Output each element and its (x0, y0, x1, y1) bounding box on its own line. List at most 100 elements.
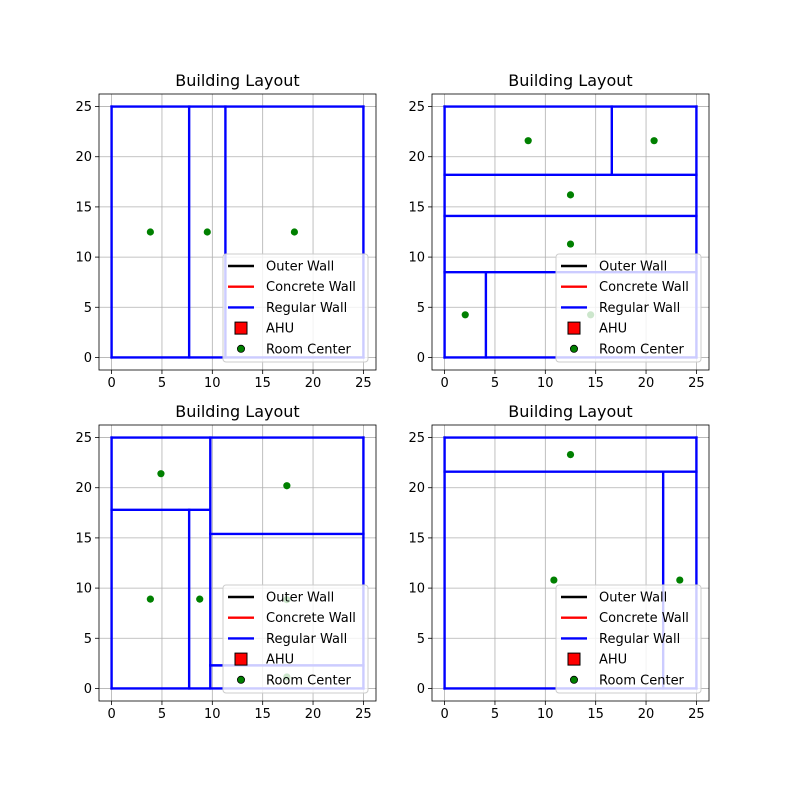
x-tick-label: 0 (107, 376, 115, 391)
axes-frame (98, 93, 377, 371)
legend-label: Room Center (599, 342, 685, 357)
y-tick-label: 10 (408, 582, 425, 597)
legend: Outer Wall Concrete Wall Regular Wall AHU Ro… (222, 584, 369, 694)
x-tick-label: 5 (158, 707, 166, 722)
legend-label: Outer Wall (266, 260, 334, 275)
y-tick-label: 5 (417, 632, 425, 647)
legend-handle-dot (236, 344, 245, 353)
room-center-point (146, 595, 154, 603)
y-tick-label: 10 (408, 251, 425, 266)
y-tick-label: 0 (84, 682, 92, 697)
y-tick-label: 20 (75, 481, 92, 496)
axes-frame (431, 424, 710, 702)
x-tick-label: 15 (587, 707, 604, 722)
subplot-2: 0 5 10 15 20 25 0 5 10 15 20 25 Building Layout Outer… (408, 71, 710, 391)
room-center-point (196, 595, 204, 603)
x-tick-label: 20 (638, 707, 655, 722)
legend-handle-dot (570, 675, 579, 684)
room-center-point (566, 240, 575, 248)
room-center-point (566, 191, 575, 199)
y-tick-label: 10 (75, 582, 92, 597)
chart-title: Building Layout (508, 71, 632, 90)
legend-handle-dot (570, 344, 579, 353)
subplot-4: 0 5 10 15 20 25 0 5 10 15 20 25 Building Layout Outer… (408, 402, 710, 722)
legend-label: Regular Wall (599, 301, 680, 316)
y-tick-label: 25 (75, 431, 92, 446)
x-tick-label: 25 (688, 707, 705, 722)
legend-label: Concrete Wall (599, 611, 689, 626)
y-tick-label: 15 (75, 531, 92, 546)
legend: Outer Wall Concrete Wall Regular Wall AHU Ro… (555, 584, 702, 694)
legend-handle-dot (236, 675, 245, 684)
x-tick-label: 10 (537, 707, 554, 722)
y-tick-label: 5 (417, 301, 425, 316)
legend-label: Room Center (599, 673, 685, 688)
x-tick-label: 15 (254, 376, 271, 391)
x-tick-label: 15 (254, 707, 271, 722)
legend-handle-square (234, 321, 248, 335)
chart-title: Building Layout (175, 71, 299, 90)
legend-handle-square (234, 652, 248, 666)
legend-label: Concrete Wall (266, 611, 356, 626)
legend-label: Regular Wall (266, 301, 347, 316)
y-tick-label: 20 (408, 150, 425, 165)
legend-label: Outer Wall (599, 260, 667, 275)
room-center-point (146, 228, 154, 236)
legend-label: Concrete Wall (266, 280, 356, 295)
y-tick-label: 15 (75, 200, 92, 215)
x-tick-label: 25 (355, 707, 372, 722)
chart-title: Building Layout (175, 402, 299, 421)
room-center-point (461, 311, 469, 319)
y-tick-label: 0 (417, 682, 425, 697)
x-tick-label: 10 (204, 707, 221, 722)
x-tick-label: 5 (491, 707, 499, 722)
legend-box (222, 253, 369, 363)
x-tick-label: 0 (107, 707, 115, 722)
x-tick-label: 10 (204, 376, 221, 391)
y-tick-label: 25 (408, 100, 425, 115)
y-tick-label: 15 (408, 531, 425, 546)
room-center-point (290, 228, 299, 236)
legend-label: Concrete Wall (599, 280, 689, 295)
x-tick-label: 20 (305, 707, 322, 722)
y-tick-label: 20 (75, 150, 92, 165)
legend-box (555, 253, 702, 363)
room-center-point (566, 451, 575, 459)
x-tick-label: 20 (638, 376, 655, 391)
y-tick-label: 10 (75, 251, 92, 266)
x-tick-label: 5 (158, 376, 166, 391)
legend-label: Room Center (266, 673, 352, 688)
axes-frame (431, 93, 710, 371)
room-center-point (524, 137, 532, 145)
y-tick-label: 0 (84, 351, 92, 366)
y-tick-label: 0 (417, 351, 425, 366)
y-tick-label: 25 (408, 431, 425, 446)
chart-title: Building Layout (508, 402, 632, 421)
legend-label: AHU (599, 653, 627, 668)
x-tick-label: 0 (440, 707, 448, 722)
x-tick-label: 15 (587, 376, 604, 391)
legend: Outer Wall Concrete Wall Regular Wall AHU Ro… (222, 253, 369, 363)
x-tick-label: 20 (305, 376, 322, 391)
y-tick-label: 5 (84, 301, 92, 316)
x-tick-label: 0 (440, 376, 448, 391)
legend-label: Regular Wall (266, 632, 347, 647)
legend-label: Outer Wall (599, 591, 667, 606)
room-center-point (650, 137, 658, 145)
legend-label: Outer Wall (266, 591, 334, 606)
axes-frame (98, 424, 377, 702)
subplot-3: 0 5 10 15 20 25 0 5 10 15 20 25 Building Layout Outer… (75, 402, 377, 722)
room-center-point (676, 576, 684, 584)
legend-label: AHU (266, 322, 294, 337)
y-tick-label: 20 (408, 481, 425, 496)
y-tick-label: 15 (408, 200, 425, 215)
x-tick-label: 10 (537, 376, 554, 391)
room-center-point (550, 576, 558, 584)
room-center-point (157, 470, 165, 478)
legend-label: Room Center (266, 342, 352, 357)
room-center-point (203, 228, 211, 236)
legend: Outer Wall Concrete Wall Regular Wall AHU Ro… (555, 253, 702, 363)
legend-label: AHU (266, 653, 294, 668)
subplot-1: 0 5 10 15 20 25 0 5 10 15 20 25 Building Layout Outer… (75, 71, 377, 391)
